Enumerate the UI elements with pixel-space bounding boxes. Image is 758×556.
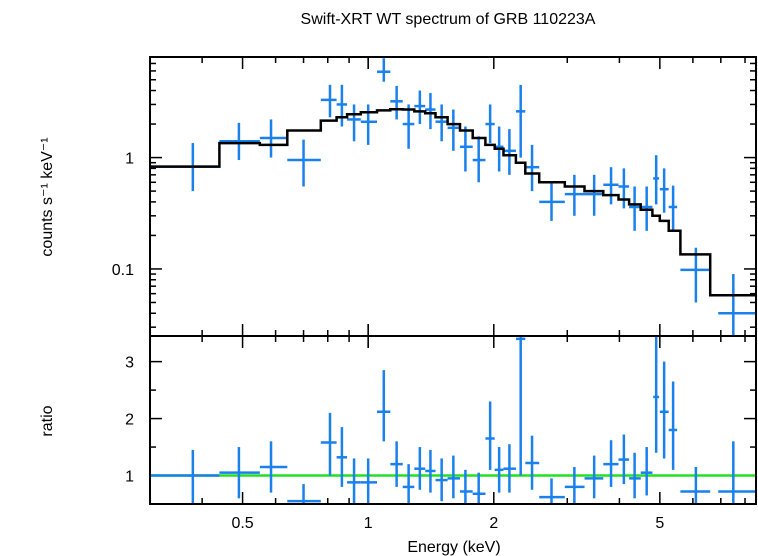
- x-tick-label: 0.5: [231, 515, 253, 532]
- x-tick-label: 1: [364, 515, 373, 532]
- ratio-y-axis-label: ratio: [39, 405, 56, 436]
- spectrum-y-axis-label: counts s⁻¹ keV⁻¹: [39, 137, 56, 256]
- spectrum-panel: 0.11: [112, 56, 756, 336]
- x-axis-label: Energy (keV): [407, 539, 500, 556]
- y-tick-label: 1: [125, 469, 134, 486]
- chart-title: Swift-XRT WT spectrum of GRB 110223A: [301, 11, 596, 28]
- y-tick-label: 3: [125, 355, 134, 372]
- x-tick-label: 2: [489, 515, 498, 532]
- y-tick-label: 2: [125, 412, 134, 429]
- model-step-line: [150, 107, 756, 297]
- ratio-frame: [149, 335, 757, 505]
- x-tick-label: 5: [655, 515, 664, 532]
- y-tick-label: 1: [125, 151, 134, 168]
- ratio-panel: 0.5 1 2 5 1 2 3: [125, 336, 756, 532]
- y-tick-label: 0.1: [112, 262, 134, 279]
